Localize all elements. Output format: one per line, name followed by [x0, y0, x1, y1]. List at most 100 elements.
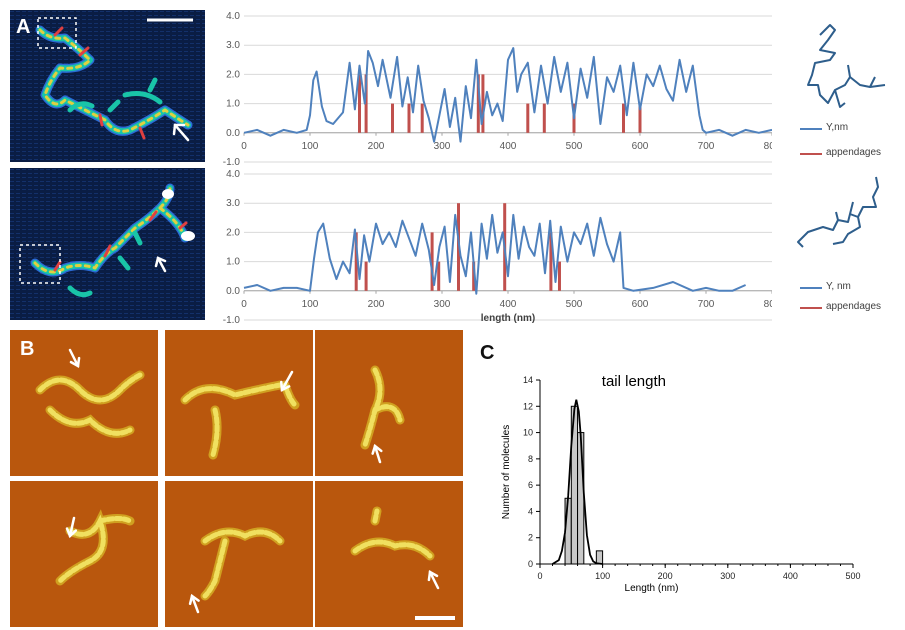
dashed-box-icon: [37, 17, 77, 49]
appendage-bar: [622, 103, 625, 133]
y-tick-label: 6: [528, 480, 533, 490]
y-tick-label: -1.0: [223, 157, 241, 166]
profile-line: [243, 213, 747, 295]
afm-tile: [165, 330, 313, 476]
chart-title: tail length: [602, 373, 666, 390]
x-tick-label: 400: [500, 299, 517, 310]
x-tick-label: 500: [566, 299, 583, 310]
x-tick-label: 100: [595, 571, 610, 581]
afm-tile: [165, 481, 313, 627]
afm-tile-molecule: [315, 330, 463, 476]
x-tick-label: 700: [698, 299, 715, 310]
molecule-trace-bottom: [797, 176, 879, 248]
y-tick-label: 3.0: [226, 198, 240, 209]
y-tick-label: 0.0: [226, 286, 240, 297]
appendage-bar: [437, 261, 441, 291]
y-tick-label: 1.0: [226, 257, 240, 268]
afm-tile-background: [10, 481, 158, 627]
x-tick-label: 100: [302, 141, 319, 152]
legend-swatch-appendages: [800, 153, 822, 155]
molecule-chain: [37, 372, 143, 436]
panel-label-b: B: [20, 338, 35, 360]
y-tick-label: 0.0: [226, 128, 240, 139]
appendage-bar: [476, 74, 480, 133]
appendage-bar: [638, 103, 642, 133]
appendage-bar: [407, 103, 411, 133]
afm-image-a-bottom: [10, 168, 205, 320]
dashed-box-icon: [19, 244, 61, 284]
x-tick-label: 400: [783, 571, 798, 581]
y-tick-label: 2.0: [226, 69, 240, 80]
histogram-bar: [577, 432, 585, 565]
profile-chart-top: 4.0 3.0 2.0 1.0 0.0 -1.00 100 200 300 400 500 600 70…: [223, 11, 772, 166]
y-tick-label: 4: [528, 506, 533, 516]
appendage-bar: [542, 103, 546, 133]
afm-image-a-bottom-molecule: [10, 168, 205, 320]
afm-tile-background: [10, 330, 158, 476]
profile-chart-bottom: 4.0 3.0 2.0 1.0 0.0 -1.00 100 200 300 400 500 600 70…: [223, 169, 772, 326]
afm-tile-molecule: [10, 481, 158, 627]
appendage-bar: [549, 232, 553, 291]
y-tick-label: 12: [523, 401, 533, 411]
y-tick-label: 8: [528, 454, 533, 464]
tail-length-histogram: 0 2 4 6 8 10 12 14 0 100 200 300 400 500 tail length Le…: [501, 373, 861, 594]
x-tick-label: 100: [302, 299, 319, 310]
x-tick-label: 0: [537, 571, 542, 581]
x-tick-label: 400: [500, 141, 517, 152]
y-tick-label: 2: [528, 533, 533, 543]
afm-tile-background: [165, 481, 313, 627]
appendage-bar: [481, 74, 485, 133]
x-tick-label: 0: [241, 141, 247, 152]
x-tick-label: 200: [368, 299, 385, 310]
x-tick-label: 800: [764, 141, 772, 152]
x-tick-label: 300: [720, 571, 735, 581]
appendage-bar: [364, 261, 368, 291]
afm-tile: [315, 481, 463, 627]
legend-label-profile: Y,nm: [826, 122, 849, 133]
appendage-bar: [354, 232, 358, 291]
afm-tile-molecule: [165, 481, 313, 627]
appendage-bar: [526, 103, 530, 133]
legend-label-appendages: appendages: [826, 147, 882, 158]
appendage-bar: [420, 103, 424, 133]
afm-image-a-top: [10, 10, 205, 162]
appendage-bar: [430, 232, 434, 291]
x-tick-label: 500: [566, 141, 583, 152]
white-arrow-icon: [154, 256, 167, 273]
y-axis-label: Number of molecules: [501, 425, 512, 519]
y-tick-label: 4.0: [226, 11, 240, 22]
x-tick-label: 600: [632, 141, 649, 152]
y-tick-label: 10: [523, 428, 533, 438]
y-tick-label: -1.0: [223, 315, 241, 326]
afm-tile-molecule: [10, 330, 158, 476]
x-tick-label: 200: [658, 571, 673, 581]
y-tick-label: 0: [528, 559, 533, 569]
afm-tile: [10, 330, 158, 476]
panel-label-c: C: [480, 342, 495, 364]
x-tick-label: 300: [434, 141, 451, 152]
histogram-bar: [595, 550, 604, 565]
afm-tile-molecule: [315, 481, 463, 627]
y-tick-label: 1.0: [226, 99, 240, 110]
x-tick-label: 300: [434, 299, 451, 310]
molecule-chain: [57, 514, 133, 584]
white-arrow-icon: [172, 123, 190, 142]
molecule-chain: [362, 367, 403, 448]
x-axis-label: Length (nm): [625, 583, 679, 594]
x-tick-label: 700: [698, 141, 715, 152]
y-tick-label: 14: [523, 375, 533, 385]
x-tick-label: 500: [845, 571, 860, 581]
molecule-chain: [202, 529, 283, 599]
appendage-bar: [358, 74, 361, 133]
molecule-trace-top: [807, 24, 886, 108]
afm-image-a-top-molecule: [10, 10, 205, 162]
afm-tile-molecule: [165, 330, 313, 476]
x-tick-label: 200: [368, 141, 385, 152]
legend-swatch-profile: [800, 287, 822, 289]
x-tick-label: 0: [241, 299, 247, 310]
panel-label-a: A: [16, 16, 31, 38]
molecule-chain: [352, 508, 433, 559]
y-tick-label: 3.0: [226, 40, 240, 51]
appendage-bar: [472, 261, 476, 291]
profile-line: [243, 47, 772, 143]
